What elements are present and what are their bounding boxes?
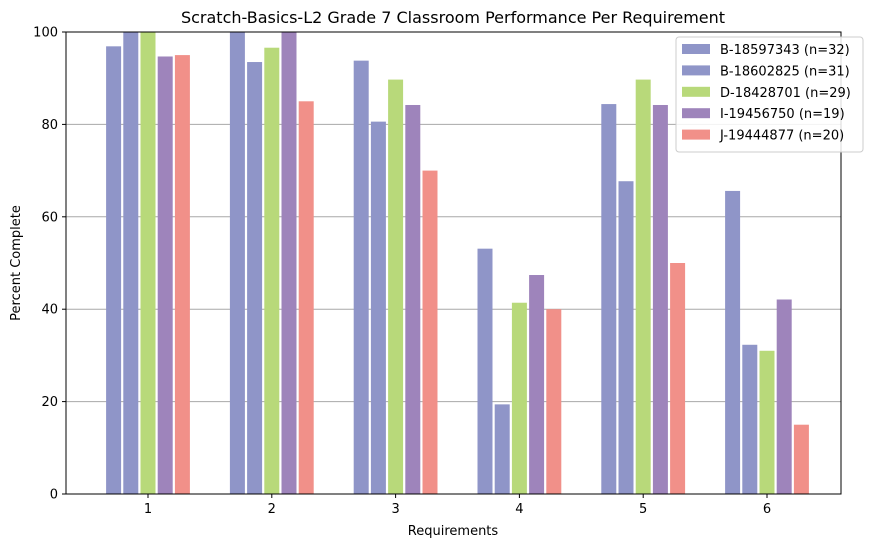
legend-label: D-18428701 (n=29) xyxy=(720,86,851,101)
bar xyxy=(793,424,809,494)
bar xyxy=(298,101,314,495)
legend-label: I-19456750 (n=19) xyxy=(720,107,845,122)
bar xyxy=(353,60,369,494)
bar xyxy=(725,190,741,495)
bar xyxy=(174,55,190,494)
bar xyxy=(106,46,122,495)
x-axis-label: Requirements xyxy=(408,524,499,539)
axes: 0 20 40 60 80 100 1 2 3 4 5 6 xyxy=(33,26,842,517)
bar xyxy=(405,104,421,494)
legend-label: B-18602825 (n=31) xyxy=(720,64,850,79)
bar xyxy=(388,79,404,494)
bar xyxy=(635,79,651,494)
legend: B-18597343 (n=32) B-18602825 (n=31) D-1842… xyxy=(675,36,864,153)
bar xyxy=(670,263,686,494)
bar xyxy=(422,170,438,494)
bar xyxy=(776,299,792,494)
y-tick-label: 80 xyxy=(41,118,58,133)
bar xyxy=(247,62,263,494)
bar xyxy=(281,32,297,494)
bar xyxy=(601,104,617,495)
y-tick-label: 40 xyxy=(41,303,58,318)
x-tick-label: 6 xyxy=(763,502,771,517)
plot-frame xyxy=(65,31,842,495)
bar xyxy=(742,344,758,494)
y-tick-label: 60 xyxy=(41,210,58,225)
bar xyxy=(759,350,775,494)
legend-label: B-18597343 (n=32) xyxy=(720,43,850,58)
legend-swatch xyxy=(682,44,710,54)
legend-swatch xyxy=(682,65,710,76)
x-tick-label: 5 xyxy=(639,502,647,517)
x-tick-label: 3 xyxy=(391,502,399,517)
x-tick-label: 4 xyxy=(515,502,523,517)
chart-title: Scratch-Basics-L2 Grade 7 Classroom Perf… xyxy=(181,8,725,27)
bar xyxy=(529,275,545,494)
y-tick-label: 20 xyxy=(41,395,58,410)
bar xyxy=(229,32,245,494)
x-tick-label: 2 xyxy=(268,502,276,517)
bar xyxy=(494,404,510,494)
bar xyxy=(370,121,386,495)
bars xyxy=(106,32,809,495)
legend-label: J-19444877 (n=20) xyxy=(719,129,844,144)
bar xyxy=(511,302,527,494)
bar xyxy=(477,248,493,494)
x-tick-label: 1 xyxy=(144,502,152,517)
bar xyxy=(157,56,173,495)
bar xyxy=(652,104,668,494)
bar xyxy=(618,181,634,494)
y-tick-label: 0 xyxy=(50,488,58,503)
legend-box xyxy=(675,36,864,153)
legend-swatch xyxy=(682,129,710,140)
bar xyxy=(123,32,139,494)
legend-swatch xyxy=(682,108,710,119)
y-tick-label: 100 xyxy=(33,26,58,41)
bar xyxy=(264,47,280,494)
bar xyxy=(140,32,156,494)
y-axis-label: Percent Complete xyxy=(9,205,24,321)
bar xyxy=(546,309,562,494)
legend-swatch xyxy=(682,86,710,97)
